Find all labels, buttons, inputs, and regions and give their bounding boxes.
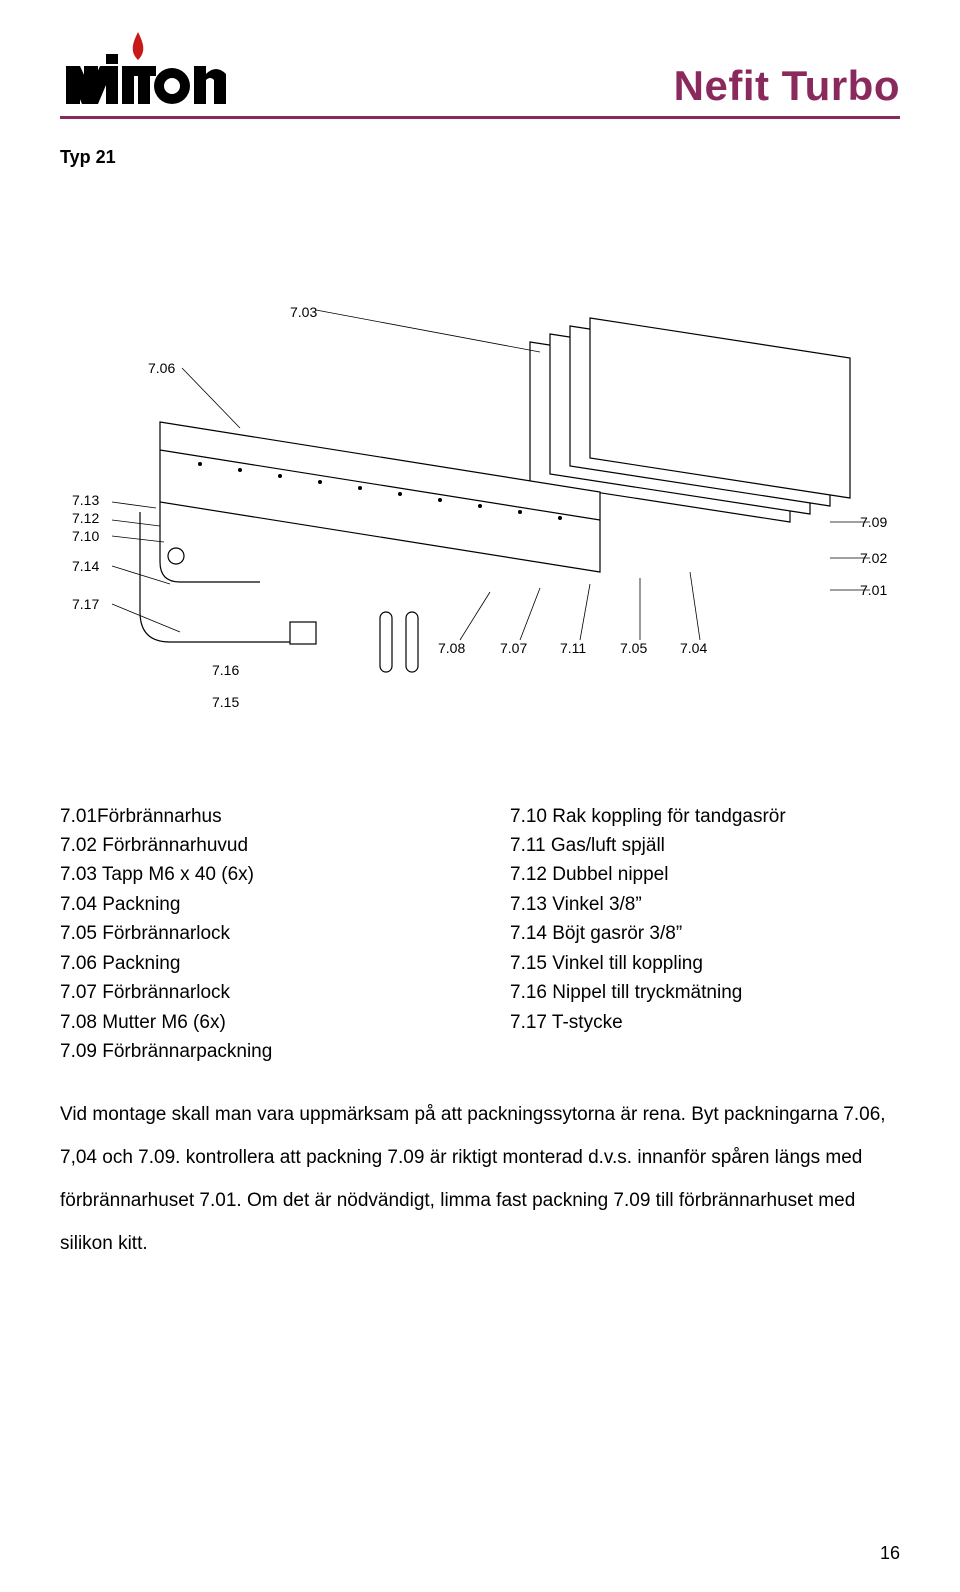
callout-7-09: 7.09 (860, 514, 887, 530)
part-row: 7.13 Vinkel 3/8” (510, 890, 900, 919)
parts-column-left: 7.01Förbrännarhus 7.02 Förbrännarhuvud 7… (60, 802, 450, 1067)
part-code: 7.04 (60, 894, 97, 915)
part-label: Packning (97, 953, 180, 974)
part-label: Böjt gasrör 3/8” (547, 923, 682, 944)
part-code: 7.14 (510, 923, 547, 944)
part-code: 7.15 (510, 953, 547, 974)
part-code: 7.13 (510, 894, 547, 915)
part-label: Vinkel 3/8” (547, 894, 642, 915)
part-row: 7.11 Gas/luft spjäll (510, 831, 900, 860)
callout-7-15: 7.15 (212, 694, 239, 710)
callout-7-10: 7.10 (72, 528, 99, 544)
body-paragraph: Vid montage skall man vara uppmärksam på… (60, 1094, 900, 1265)
callout-7-05: 7.05 (620, 640, 647, 656)
part-code: 7.01 (60, 806, 97, 827)
callout-7-12: 7.12 (72, 510, 99, 526)
part-code: 7.16 (510, 982, 547, 1003)
part-label: Vinkel till koppling (547, 953, 703, 974)
part-row: 7.02 Förbrännarhuvud (60, 831, 450, 860)
callout-7-11: 7.11 (560, 640, 586, 656)
part-label: Packning (97, 894, 180, 915)
callout-7-07: 7.07 (500, 640, 527, 656)
part-label: Förbrännarhus (97, 806, 222, 827)
callout-7-06: 7.06 (148, 360, 175, 376)
part-label: Förbrännarlock (97, 982, 230, 1003)
part-label: Förbrännarpackning (97, 1041, 272, 1062)
part-code: 7.09 (60, 1041, 97, 1062)
part-code: 7.06 (60, 953, 97, 974)
callout-7-08: 7.08 (438, 640, 465, 656)
part-row: 7.03 Tapp M6 x 40 (6x) (60, 860, 450, 889)
title-underline (60, 116, 900, 119)
part-code: 7.03 (60, 864, 97, 885)
part-label: Nippel till tryckmätning (547, 982, 742, 1003)
part-code: 7.02 (60, 835, 97, 856)
part-row: 7.16 Nippel till tryckmätning (510, 978, 900, 1007)
part-row: 7.06 Packning (60, 949, 450, 978)
callout-7-16: 7.16 (212, 662, 239, 678)
part-label: T-stycke (547, 1012, 623, 1033)
callout-7-02: 7.02 (860, 550, 887, 566)
parts-list: 7.01Förbrännarhus 7.02 Förbrännarhuvud 7… (60, 802, 900, 1067)
part-code: 7.12 (510, 864, 547, 885)
part-code: 7.08 (60, 1012, 97, 1033)
part-code: 7.11 (510, 835, 546, 856)
part-row: 7.17 T-stycke (510, 1008, 900, 1037)
document-title: Nefit Turbo (674, 62, 900, 110)
part-row: 7.10 Rak koppling för tandgasrör (510, 802, 900, 831)
part-label: Dubbel nippel (547, 864, 668, 885)
parts-column-right: 7.10 Rak koppling för tandgasrör 7.11 Ga… (510, 802, 900, 1067)
callout-7-01: 7.01 (860, 582, 887, 598)
part-label: Gas/luft spjäll (546, 835, 665, 856)
part-label: Förbrännarhuvud (97, 835, 248, 856)
part-row: 7.14 Böjt gasrör 3/8” (510, 919, 900, 948)
part-row: 7.08 Mutter M6 (6x) (60, 1008, 450, 1037)
part-label: Rak koppling för tandgasrör (547, 806, 786, 827)
callout-7-13: 7.13 (72, 492, 99, 508)
part-row: 7.09 Förbrännarpackning (60, 1037, 450, 1066)
exploded-diagram: 7.03 7.06 7.13 7.12 7.10 7.14 7.17 7.16 … (60, 192, 900, 712)
callout-7-17: 7.17 (72, 596, 99, 612)
part-row: 7.01Förbrännarhus (60, 802, 450, 831)
part-row: 7.07 Förbrännarlock (60, 978, 450, 1007)
part-row: 7.04 Packning (60, 890, 450, 919)
part-code: 7.10 (510, 806, 547, 827)
page-number: 16 (880, 1543, 900, 1564)
part-code: 7.05 (60, 923, 97, 944)
part-row: 7.15 Vinkel till koppling (510, 949, 900, 978)
part-label: Tapp M6 x 40 (6x) (97, 864, 254, 885)
part-label: Mutter M6 (6x) (97, 1012, 226, 1033)
callout-7-04: 7.04 (680, 640, 707, 656)
part-label: Förbrännarlock (97, 923, 230, 944)
part-row: 7.05 Förbrännarlock (60, 919, 450, 948)
part-row: 7.12 Dubbel nippel (510, 860, 900, 889)
part-code: 7.17 (510, 1012, 547, 1033)
callout-7-03: 7.03 (290, 304, 317, 320)
milton-logo (60, 30, 230, 110)
type-label: Typ 21 (60, 147, 900, 168)
part-code: 7.07 (60, 982, 97, 1003)
page-header: Nefit Turbo (60, 30, 900, 110)
callout-7-14: 7.14 (72, 558, 99, 574)
